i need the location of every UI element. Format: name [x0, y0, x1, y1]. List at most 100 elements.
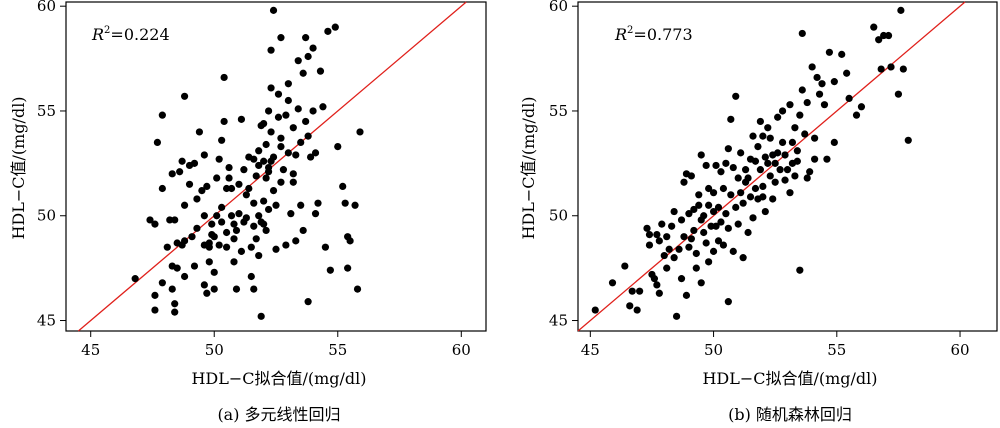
data-point	[264, 163, 273, 172]
data-point	[306, 153, 315, 161]
data-point	[658, 220, 666, 228]
data-point	[255, 161, 263, 170]
data-point	[818, 80, 826, 88]
data-point	[825, 48, 834, 56]
data-point	[875, 36, 883, 44]
data-point	[326, 266, 334, 274]
data-point	[277, 134, 285, 142]
data-point	[250, 155, 258, 163]
data-point	[793, 157, 801, 165]
data-point	[626, 302, 634, 310]
data-point	[171, 308, 179, 316]
data-point	[734, 220, 742, 228]
data-point	[190, 159, 199, 167]
data-point	[732, 203, 740, 211]
data-point	[692, 249, 700, 258]
data-point	[737, 149, 745, 157]
data-point	[722, 159, 730, 167]
data-point	[727, 191, 735, 199]
y-tick-label: 45	[37, 312, 56, 330]
data-point	[255, 212, 263, 220]
data-point	[880, 31, 888, 40]
data-point	[737, 189, 745, 197]
data-point	[788, 138, 797, 147]
data-point	[262, 174, 270, 182]
data-point	[321, 243, 330, 251]
data-point	[756, 166, 764, 174]
data-point	[252, 172, 260, 180]
y-tick-label: 50	[549, 207, 568, 225]
data-point	[776, 166, 784, 174]
data-point	[247, 272, 255, 281]
data-point	[225, 163, 233, 172]
data-point	[823, 155, 831, 163]
data-point	[198, 186, 206, 195]
data-point	[193, 195, 201, 203]
data-point	[255, 251, 263, 260]
data-point	[180, 92, 189, 100]
data-point	[857, 103, 866, 111]
data-point	[754, 142, 762, 151]
data-point	[719, 241, 728, 249]
data-point	[672, 312, 681, 320]
data-point	[272, 245, 280, 253]
data-point	[171, 300, 179, 308]
x-axis-label: HDL−C拟合值/(mg/dl)	[191, 369, 366, 388]
data-point	[808, 63, 816, 71]
x-axis-label: HDL−C拟合值/(mg/dl)	[702, 369, 877, 388]
data-point	[645, 241, 654, 249]
data-point	[292, 237, 300, 245]
data-point	[663, 233, 671, 241]
data-point	[655, 289, 663, 297]
data-point	[677, 275, 686, 283]
data-point	[237, 247, 246, 255]
data-point	[225, 174, 233, 182]
scatter-panel-multiple-linear-regression: HDL−C值/(mg/dl) HDL−C拟合值/(mg/dl) R2=0.224…	[9, 0, 487, 424]
data-point	[274, 113, 283, 121]
data-point	[153, 138, 162, 147]
data-point	[240, 166, 248, 174]
data-point	[904, 136, 912, 144]
data-point	[235, 180, 243, 188]
data-point	[705, 184, 713, 193]
data-point	[774, 113, 782, 121]
data-point	[682, 291, 691, 299]
data-point	[697, 279, 705, 287]
data-point	[778, 138, 787, 147]
data-point	[163, 243, 171, 251]
data-point	[729, 163, 737, 172]
data-point	[245, 184, 253, 193]
data-point	[870, 23, 878, 31]
data-point	[712, 222, 720, 230]
y-tick-label: 60	[37, 0, 56, 15]
data-point	[299, 226, 307, 235]
data-point	[815, 90, 824, 98]
data-point	[151, 220, 159, 228]
x-tick-label: 55	[328, 341, 347, 359]
data-point	[798, 86, 806, 94]
data-point	[719, 184, 728, 193]
data-point	[277, 142, 285, 151]
data-point	[316, 67, 325, 75]
data-point	[749, 214, 757, 222]
data-point	[695, 191, 703, 199]
data-point	[781, 176, 789, 184]
data-point	[628, 287, 636, 295]
data-point	[346, 237, 354, 245]
data-point	[146, 216, 154, 224]
data-point	[302, 117, 310, 126]
data-point	[302, 34, 310, 42]
data-point	[717, 168, 725, 176]
data-point	[608, 279, 617, 287]
data-point	[218, 136, 226, 144]
data-point	[877, 65, 885, 73]
x-tick-label: 55	[827, 341, 846, 359]
data-point	[267, 128, 275, 136]
data-point	[334, 142, 342, 151]
y-tick-label: 60	[549, 0, 568, 15]
data-point	[309, 44, 317, 52]
data-point	[591, 306, 599, 314]
data-point	[702, 239, 710, 247]
panel-caption: (a) 多元线性回归	[217, 405, 340, 424]
